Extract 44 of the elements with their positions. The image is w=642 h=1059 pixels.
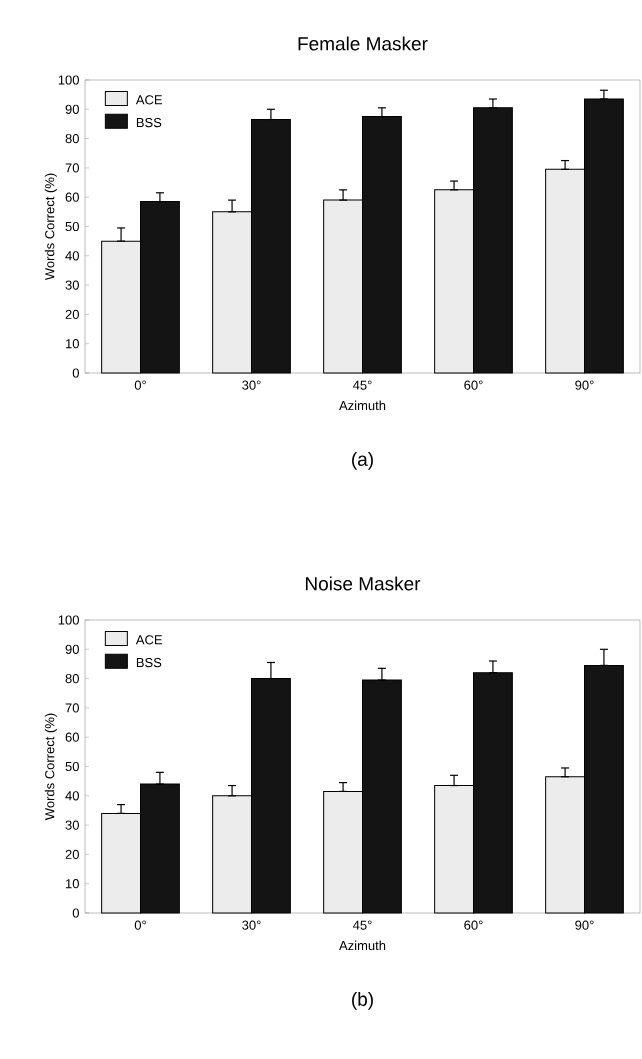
x-tick-label: 90°	[575, 380, 594, 390]
y-tick-label: 40	[65, 791, 79, 801]
x-tick-label: 90°	[575, 920, 594, 930]
y-tick-label: 80	[65, 133, 79, 144]
legend-label: ACE	[135, 95, 163, 105]
legend-label: ACE	[135, 635, 163, 645]
y-tick-label: 100	[58, 75, 79, 85]
y-tick-label: 30	[65, 280, 79, 290]
y-tick-label: 20	[65, 309, 79, 319]
y-tick-label: 10	[66, 339, 79, 349]
y-tick-label: 70	[65, 163, 79, 173]
y-tick-label: 0	[72, 368, 79, 378]
x-tick-label: 30°	[242, 380, 261, 390]
x-tick-label: 60°	[464, 920, 483, 930]
text: (b)	[352, 992, 373, 1010]
y-axis-title: Words Correct (%)	[44, 173, 57, 281]
y-tick-label: 60	[65, 732, 79, 742]
y-tick-label: 40	[65, 251, 79, 261]
x-axis-title: Azimuth	[339, 400, 386, 411]
legend-label: BSS	[136, 657, 162, 668]
y-axis-title: Words Correct (%)	[44, 713, 57, 821]
y-tick-label: 30	[65, 820, 79, 830]
x-tick-label: 45°	[352, 920, 372, 930]
text: (a)	[352, 452, 373, 470]
y-tick-label: 80	[65, 673, 79, 684]
y-tick-label: 70	[65, 703, 79, 713]
x-tick-label: 30°	[242, 920, 261, 930]
x-tick-label: 0°	[134, 920, 146, 930]
y-tick-label: 90	[65, 644, 79, 654]
x-tick-label: 45°	[352, 380, 372, 390]
y-tick-label: 0	[72, 908, 79, 918]
x-tick-label: 60°	[464, 380, 483, 390]
y-tick-label: 10	[66, 879, 79, 889]
x-axis-title: Azimuth	[339, 940, 386, 951]
chart-title: Female Masker	[298, 36, 428, 51]
legend-label: BSS	[136, 117, 162, 128]
y-tick-label: 50	[65, 761, 79, 772]
y-tick-label: 60	[65, 192, 79, 202]
y-tick-label: 90	[65, 104, 79, 114]
y-tick-label: 50	[65, 221, 79, 232]
x-tick-label: 0°	[134, 380, 146, 390]
y-tick-label: 20	[65, 849, 79, 859]
y-tick-label: 100	[58, 615, 79, 625]
chart-title: Noise Masker	[305, 576, 421, 591]
